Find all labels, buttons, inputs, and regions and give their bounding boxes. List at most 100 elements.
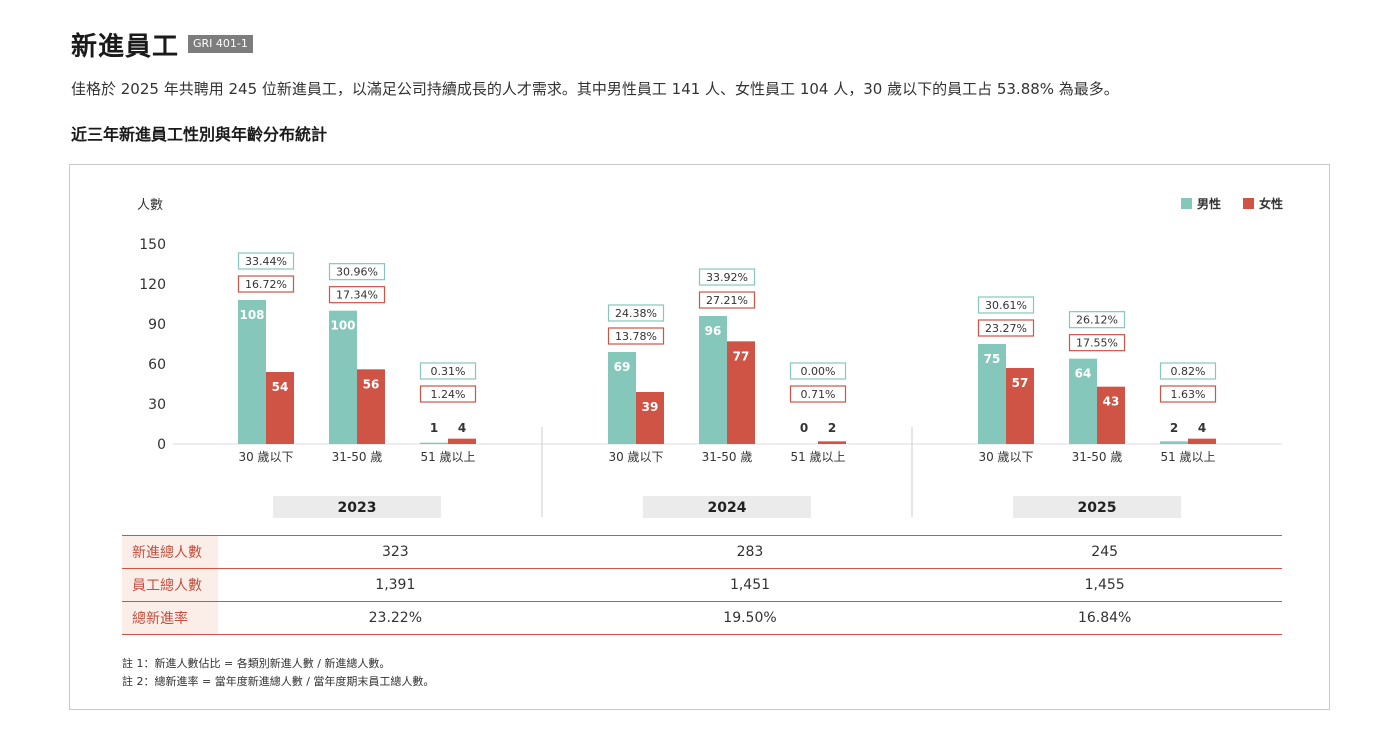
bar-female — [1188, 438, 1216, 444]
y-tick-label: 120 — [139, 277, 166, 293]
row-label: 員工總人數 — [122, 568, 218, 602]
y-axis-title: 人數 — [137, 198, 163, 213]
y-tick-label: 60 — [148, 357, 166, 373]
bar-male — [699, 316, 727, 444]
table-cell: 1,391 — [218, 568, 573, 602]
bar-male — [1160, 441, 1188, 444]
data-label-male: 69 — [614, 360, 631, 374]
year-label: 2025 — [1078, 500, 1117, 516]
pct-box-male — [419, 362, 477, 380]
bar-male — [238, 300, 266, 444]
pct-box-male — [1068, 311, 1126, 329]
table-cell: 19.50% — [572, 601, 928, 635]
pct-label-male: 30.61% — [985, 299, 1027, 312]
x-tick-label: 51 歲以上 — [1160, 450, 1215, 464]
year-box — [273, 496, 441, 518]
pct-box-female — [419, 385, 477, 403]
table-cell: 283 — [572, 535, 928, 569]
row-label: 新進總人數 — [122, 535, 218, 569]
y-tick-label: 90 — [148, 317, 166, 333]
year-label: 2024 — [708, 500, 747, 516]
page-title: 新進員工 — [71, 32, 180, 62]
table-row: 員工總人數 1,391 1,451 1,455 — [122, 568, 1282, 602]
table-cell: 245 — [927, 535, 1282, 569]
pct-box-male — [977, 296, 1035, 314]
pct-label-female: 17.34% — [336, 289, 378, 302]
pct-label-female: 1.24% — [431, 388, 466, 401]
section-subtitle: 近三年新進員工性別與年齡分布統計 — [71, 125, 328, 144]
footnote-1: 註 1：新進人數佔比 = 各類別新進人數 / 新進總人數。 — [122, 657, 391, 670]
legend-swatch-female — [1242, 198, 1254, 209]
x-tick-label: 31-50 歲 — [702, 450, 753, 464]
pct-box-female — [237, 275, 295, 293]
bar-female — [357, 369, 385, 444]
summary-table: 新進總人數 323 283 245 員工總人數 1,391 1,451 1,45… — [122, 535, 1282, 635]
data-label-male: 100 — [330, 319, 355, 333]
pct-box-female — [1159, 385, 1217, 403]
pct-label-female: 23.27% — [985, 322, 1027, 335]
data-label-male: 1 — [430, 421, 438, 435]
x-tick-label: 31-50 歲 — [332, 450, 383, 464]
year-label: 2023 — [338, 500, 377, 516]
pct-label-male: 26.12% — [1076, 314, 1118, 327]
data-label-male: 0 — [800, 421, 808, 435]
pct-box-male — [237, 252, 295, 270]
bar-male — [1069, 358, 1097, 444]
table-cell: 16.84% — [927, 601, 1282, 635]
table-row: 總新進率 23.22% 19.50% 16.84% — [122, 601, 1282, 635]
y-tick-label: 150 — [139, 237, 166, 253]
bar-male — [978, 344, 1006, 444]
intro-text: 佳格於 2025 年共聘用 245 位新進員工，以滿足公司持續成長的人才需求。其… — [71, 80, 1119, 98]
pct-box-male — [607, 304, 665, 322]
bar-female — [636, 392, 664, 444]
pct-box-female — [1068, 334, 1126, 352]
table-cell: 1,451 — [572, 568, 928, 602]
y-tick-label: 30 — [148, 397, 166, 413]
table-cell: 1,455 — [927, 568, 1282, 602]
data-label-male: 64 — [1075, 367, 1092, 381]
pct-label-male: 0.00% — [801, 365, 836, 378]
data-label-female: 54 — [272, 380, 289, 394]
row-label: 總新進率 — [122, 601, 218, 635]
pct-box-female — [789, 385, 847, 403]
legend-item-female: 女性 — [1242, 195, 1283, 212]
bar-female — [1097, 386, 1125, 444]
pct-label-female: 27.21% — [706, 294, 748, 307]
data-label-male: 75 — [984, 352, 1001, 366]
pct-label-male: 24.38% — [615, 307, 657, 320]
footnotes: 註 1：新進人數佔比 = 各類別新進人數 / 新進總人數。 註 2：總新進率 =… — [122, 655, 434, 691]
bar-male — [329, 310, 357, 444]
footnote-2: 註 2：總新進率 = 當年度新進總人數 / 當年度期末員工總人數。 — [122, 675, 435, 688]
bar-female — [818, 441, 846, 444]
data-label-male: 2 — [1170, 421, 1178, 435]
data-label-female: 4 — [458, 421, 466, 435]
pct-label-male: 0.31% — [431, 365, 466, 378]
pct-label-female: 1.63% — [1171, 388, 1206, 401]
x-tick-label: 30 歲以下 — [978, 450, 1033, 464]
bar-female — [266, 372, 294, 444]
pct-box-female — [977, 319, 1035, 337]
data-label-male: 96 — [705, 324, 722, 338]
legend-swatch-male — [1180, 198, 1192, 209]
data-label-female: 43 — [1103, 395, 1120, 409]
data-label-female: 39 — [642, 400, 659, 414]
table-row: 新進總人數 323 283 245 — [122, 535, 1282, 569]
data-label-female: 4 — [1198, 421, 1206, 435]
legend-label-male: 男性 — [1196, 197, 1221, 211]
pct-box-female — [328, 286, 386, 304]
pct-label-female: 16.72% — [245, 278, 287, 291]
pct-box-male — [698, 268, 756, 286]
pct-box-male — [1159, 362, 1217, 380]
data-label-female: 57 — [1012, 376, 1029, 390]
pct-box-male — [789, 362, 847, 380]
y-tick-label: 0 — [157, 437, 166, 453]
pct-label-female: 13.78% — [615, 330, 657, 343]
x-tick-label: 30 歲以下 — [608, 450, 663, 464]
pct-box-female — [698, 291, 756, 309]
chart-legend: 男性 女性 — [1180, 195, 1283, 212]
year-box — [1013, 496, 1181, 518]
legend-item-male: 男性 — [1180, 195, 1221, 212]
pct-label-female: 0.71% — [801, 388, 836, 401]
legend-label-female: 女性 — [1258, 197, 1283, 211]
